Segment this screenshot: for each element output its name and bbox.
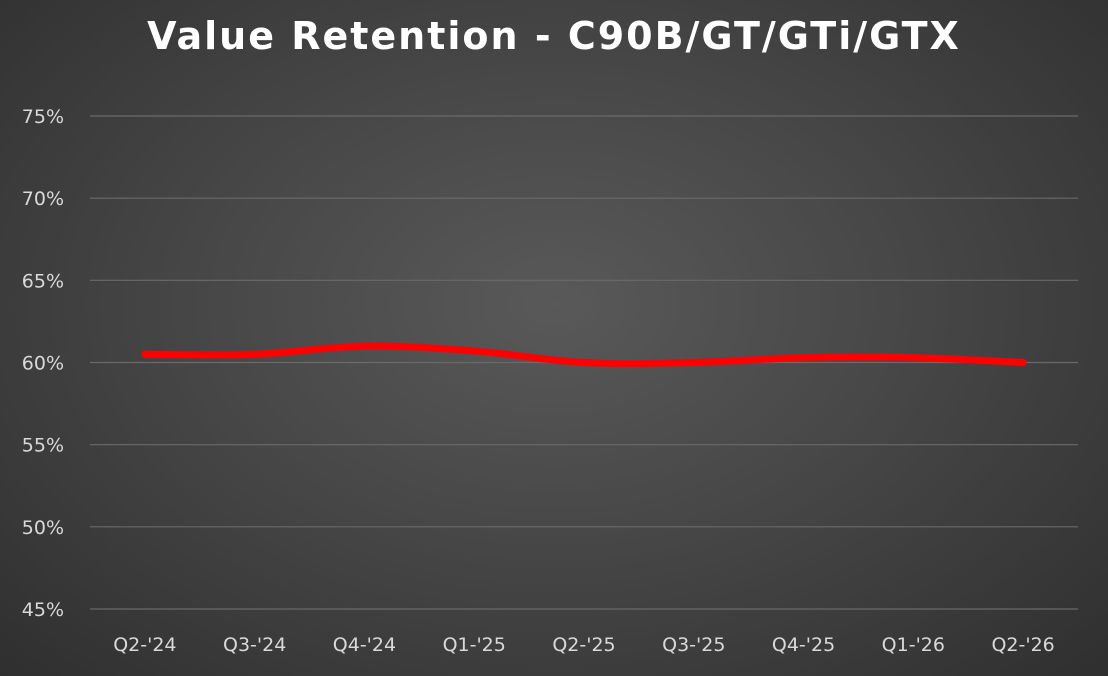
series-layer — [141, 342, 1027, 368]
y-tick-label: 75% — [22, 106, 64, 128]
data-point — [141, 350, 149, 358]
x-tick-label: Q4-'25 — [772, 634, 835, 656]
x-tick-label: Q3-'25 — [662, 634, 725, 656]
x-tick-label: Q4-'24 — [333, 634, 396, 656]
data-point — [690, 359, 698, 366]
data-point — [251, 350, 259, 358]
x-tick-label: Q2-'25 — [552, 634, 615, 656]
x-tick-label: Q2-'24 — [113, 634, 176, 656]
y-tick-label: 70% — [22, 188, 64, 210]
x-axis-ticks: Q2-'24 Q3-'24 Q4-'24 Q1-'25 Q2-'25 Q3-'25 Q4-'… — [113, 634, 1055, 656]
x-tick-label: Q1-'25 — [443, 634, 506, 656]
data-point — [360, 342, 368, 350]
data-point — [470, 347, 478, 355]
x-tick-label: Q1-'26 — [882, 634, 945, 656]
data-point — [800, 354, 808, 362]
data-point — [1019, 359, 1027, 366]
y-tick-label: 55% — [22, 435, 64, 457]
data-point — [580, 359, 588, 366]
y-tick-label: 65% — [22, 270, 64, 292]
y-tick-label: 50% — [22, 517, 64, 539]
y-axis-ticks: 45% 50% 55% 60% 65% 70% 75% — [22, 106, 64, 621]
gridlines — [90, 115, 1078, 610]
x-tick-label: Q2-'26 — [991, 634, 1054, 656]
y-tick-label: 45% — [22, 599, 64, 621]
x-tick-label: Q3-'24 — [223, 634, 286, 656]
chart-title: Value Retention - C90B/GT/GTi/GTX — [147, 14, 961, 58]
y-tick-label: 60% — [22, 353, 64, 375]
data-point — [909, 354, 917, 362]
